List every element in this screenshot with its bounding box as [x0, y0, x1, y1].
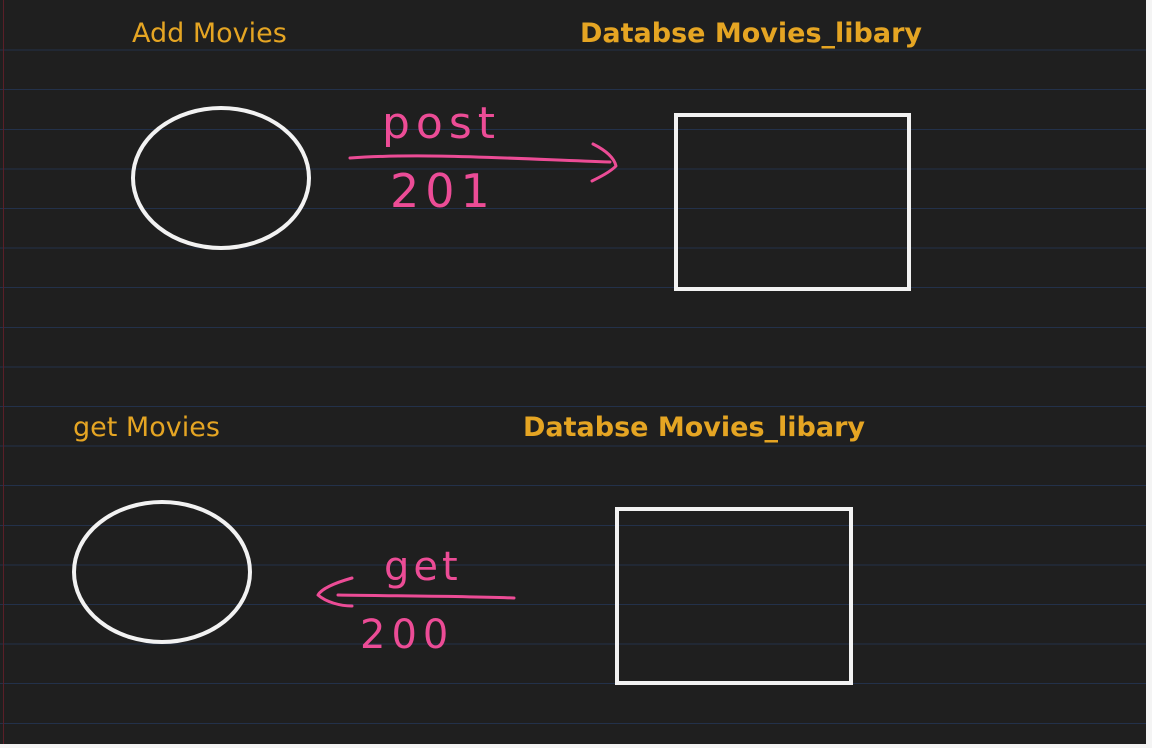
database-label-bottom: Databse Movies_libary — [523, 412, 865, 443]
post-arrow-head — [590, 142, 618, 183]
client-circle-bottom — [72, 500, 252, 644]
database-box-top — [674, 113, 911, 291]
client-circle-top — [131, 106, 311, 250]
get-movies-label: get Movies — [73, 412, 220, 443]
get-method-label: get — [384, 544, 462, 590]
margin-line — [3, 0, 4, 748]
post-method-label: post — [382, 98, 501, 149]
bottom-edge — [0, 744, 1152, 748]
database-label-top: Databse Movies_libary — [580, 18, 922, 49]
status-201-label: 201 — [390, 164, 496, 218]
add-movies-label: Add Movies — [132, 18, 287, 49]
status-200-label: 200 — [360, 612, 454, 658]
database-box-bottom — [615, 507, 853, 685]
right-edge — [1146, 0, 1152, 748]
get-arrow-head — [316, 576, 354, 608]
get-arrow-line — [336, 593, 516, 600]
post-arrow-line — [348, 154, 612, 164]
